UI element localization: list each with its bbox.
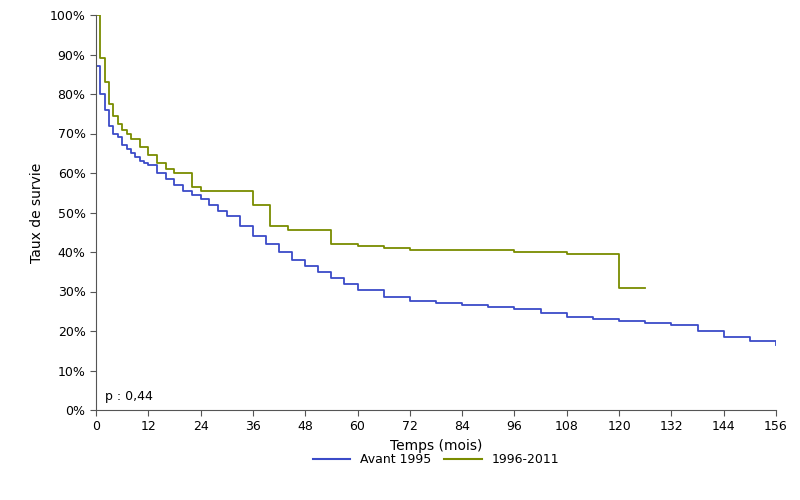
Avant 1995: [614, 318, 624, 324]
Avant 1995: [483, 304, 493, 310]
1996-2011: [170, 170, 179, 176]
1996-2011: [152, 160, 162, 166]
Avant 1995: [314, 269, 323, 275]
Avant 1995: [562, 314, 571, 320]
1996-2011: [95, 56, 105, 62]
Avant 1995: [95, 91, 105, 97]
1996-2011: [134, 144, 144, 150]
1996-2011: [143, 152, 153, 158]
Avant 1995: [170, 182, 179, 188]
Line: Avant 1995: Avant 1995: [96, 66, 776, 345]
Avant 1995: [353, 286, 362, 292]
1996-2011: [405, 247, 414, 253]
1996-2011: [588, 251, 598, 257]
Avant 1995: [745, 338, 754, 344]
Avant 1995: [510, 306, 519, 312]
Legend: Avant 1995, 1996-2011: Avant 1995, 1996-2011: [308, 448, 564, 471]
Avant 1995: [122, 146, 131, 152]
Avant 1995: [91, 64, 101, 70]
Avant 1995: [113, 134, 122, 140]
1996-2011: [100, 79, 110, 85]
Avant 1995: [536, 310, 546, 316]
1996-2011: [109, 112, 118, 118]
Avant 1995: [139, 160, 149, 166]
Avant 1995: [641, 320, 650, 326]
Avant 1995: [274, 249, 284, 255]
Y-axis label: Taux de survie: Taux de survie: [30, 162, 44, 262]
1996-2011: [104, 101, 114, 107]
Avant 1995: [666, 322, 676, 328]
Avant 1995: [104, 122, 114, 128]
Avant 1995: [118, 142, 127, 148]
Avant 1995: [222, 214, 231, 220]
1996-2011: [118, 126, 127, 132]
Avant 1995: [161, 176, 170, 182]
1996-2011: [283, 228, 293, 234]
Avant 1995: [771, 342, 781, 348]
1996-2011: [266, 224, 275, 230]
Avant 1995: [261, 241, 270, 247]
1996-2011: [641, 284, 650, 290]
1996-2011: [458, 247, 467, 253]
Avant 1995: [326, 274, 336, 280]
1996-2011: [122, 130, 131, 136]
1996-2011: [161, 166, 170, 172]
Avant 1995: [693, 328, 702, 334]
Avant 1995: [287, 257, 297, 263]
Avant 1995: [405, 298, 414, 304]
1996-2011: [379, 245, 389, 251]
1996-2011: [326, 241, 336, 247]
1996-2011: [248, 202, 258, 207]
X-axis label: Temps (mois): Temps (mois): [390, 439, 482, 453]
Avant 1995: [214, 208, 223, 214]
Text: p : 0,44: p : 0,44: [105, 390, 153, 403]
Avant 1995: [109, 130, 118, 136]
Avant 1995: [205, 202, 214, 207]
Avant 1995: [379, 294, 389, 300]
Avant 1995: [143, 162, 153, 168]
1996-2011: [91, 12, 101, 18]
1996-2011: [301, 228, 310, 234]
1996-2011: [614, 284, 624, 290]
Avant 1995: [187, 192, 197, 198]
Avant 1995: [100, 107, 110, 113]
Avant 1995: [152, 170, 162, 176]
1996-2011: [562, 251, 571, 257]
Avant 1995: [431, 300, 441, 306]
Avant 1995: [178, 188, 188, 194]
Line: 1996-2011: 1996-2011: [96, 15, 646, 287]
1996-2011: [510, 249, 519, 255]
Avant 1995: [235, 224, 245, 230]
Avant 1995: [134, 158, 144, 164]
Avant 1995: [719, 334, 729, 340]
1996-2011: [187, 184, 197, 190]
Avant 1995: [588, 316, 598, 322]
Avant 1995: [196, 196, 206, 202]
Avant 1995: [458, 302, 467, 308]
Avant 1995: [126, 150, 136, 156]
Avant 1995: [248, 233, 258, 239]
1996-2011: [196, 188, 206, 194]
1996-2011: [126, 136, 136, 142]
Avant 1995: [340, 280, 350, 286]
Avant 1995: [130, 154, 140, 160]
1996-2011: [113, 120, 122, 126]
Avant 1995: [301, 263, 310, 269]
1996-2011: [353, 243, 362, 249]
